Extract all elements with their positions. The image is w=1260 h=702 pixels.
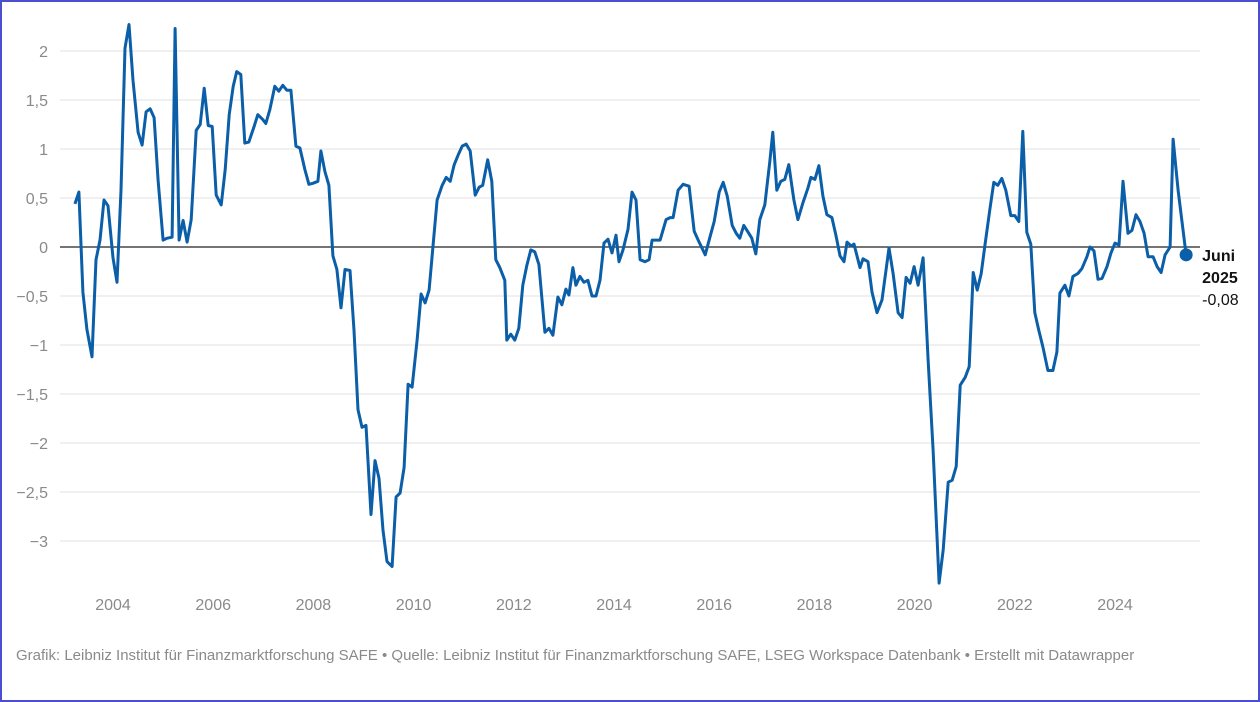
line-chart: 2 1,5 1 0,5 0 −0,5 −1 −1,5 −2 −2,5 −3 2004 2006 2008… bbox=[16, 23, 1239, 614]
x-tick-label: 2020 bbox=[897, 597, 933, 614]
y-tick-label: −2 bbox=[30, 436, 48, 453]
chart-footer-source: Grafik: Leibniz Institut für Finanzmarkt… bbox=[16, 647, 1135, 664]
y-axis-ticks: 2 1,5 1 0,5 0 −0,5 −1 −1,5 −2 −2,5 −3 bbox=[16, 44, 48, 551]
y-tick-label: −2,5 bbox=[16, 485, 48, 502]
x-tick-label: 2018 bbox=[797, 597, 833, 614]
y-tick-label: 0 bbox=[39, 240, 48, 257]
y-tick-label: 0,5 bbox=[26, 191, 48, 208]
end-label-year: 2025 bbox=[1202, 270, 1238, 287]
x-tick-label: 2008 bbox=[296, 597, 332, 614]
x-axis-ticks: 2004 2006 2008 2010 2012 2014 2016 2018 2020 2022… bbox=[95, 597, 1133, 614]
y-tick-label: −3 bbox=[30, 534, 48, 551]
y-tick-label: 2 bbox=[39, 44, 48, 61]
x-tick-label: 2012 bbox=[496, 597, 532, 614]
y-tick-label: −0,5 bbox=[16, 289, 48, 306]
y-tick-label: −1,5 bbox=[16, 387, 48, 404]
x-tick-label: 2010 bbox=[396, 597, 432, 614]
x-tick-label: 2004 bbox=[95, 597, 131, 614]
end-label-month: Juni bbox=[1202, 248, 1235, 265]
x-tick-label: 2024 bbox=[1097, 597, 1133, 614]
x-tick-label: 2016 bbox=[696, 597, 732, 614]
x-tick-label: 2006 bbox=[195, 597, 231, 614]
y-tick-label: 1 bbox=[39, 142, 48, 159]
end-point-marker bbox=[1179, 248, 1193, 262]
end-label-value: -0,08 bbox=[1202, 292, 1239, 309]
y-tick-label: −1 bbox=[30, 338, 48, 355]
y-tick-label: 1,5 bbox=[26, 93, 48, 110]
x-tick-label: 2022 bbox=[997, 597, 1033, 614]
x-tick-label: 2014 bbox=[596, 597, 632, 614]
series-line bbox=[73, 23, 1188, 585]
gridlines bbox=[60, 50, 1200, 542]
